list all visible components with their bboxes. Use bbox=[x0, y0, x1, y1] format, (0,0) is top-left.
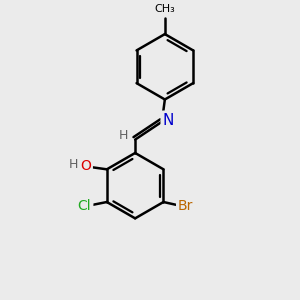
Text: CH₃: CH₃ bbox=[154, 4, 175, 14]
Text: Cl: Cl bbox=[78, 200, 91, 214]
Text: O: O bbox=[80, 159, 91, 173]
Text: Br: Br bbox=[178, 200, 194, 214]
Text: H: H bbox=[119, 129, 128, 142]
Text: H: H bbox=[68, 158, 78, 171]
Text: N: N bbox=[163, 113, 174, 128]
